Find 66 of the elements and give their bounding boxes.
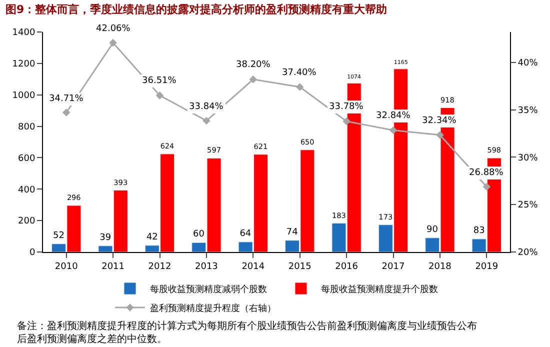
chart-title: 图9：整体而言，季度业绩信息的披露对提高分析师的盈利预测精度有重大帮助 — [6, 2, 388, 16]
data-label: 83 — [473, 226, 485, 236]
data-label: 26.88% — [469, 168, 504, 178]
data-label: 39 — [100, 232, 112, 243]
point — [202, 116, 210, 125]
text: 备注：盈利预测精度提升程度的计算方式为每期所有个股业绩预告公告前盈利预测偏离度与业绩预告公布后盈利预测偏离度之差的中位数。 — [17, 320, 477, 345]
legend-label: 盈利预测精度提升程度（右轴） — [150, 303, 276, 314]
y-tick-label: 200 — [18, 216, 36, 227]
data-label: 624 — [160, 142, 175, 151]
x-tick-label: 2013 — [194, 262, 218, 272]
legend-label: 每股收益预测精度减弱个股数 — [150, 284, 267, 296]
data-label: 42.06% — [96, 24, 131, 34]
data-label: 90 — [426, 224, 438, 235]
y-tick-label: 800 — [18, 122, 36, 132]
y2-tick-label: 20% — [518, 248, 538, 258]
data-label: 36.51% — [142, 76, 177, 86]
point — [482, 182, 491, 191]
x-tick-label: 2019 — [475, 262, 498, 272]
data-label: 32.34% — [422, 116, 457, 126]
data-label: 33.84% — [189, 102, 224, 112]
data-label: 42 — [146, 232, 158, 242]
x-tick-label: 2016 — [335, 262, 358, 272]
data-label: 60 — [193, 230, 205, 240]
data-label: 52 — [53, 230, 64, 241]
legend-label: 每股收益预测精度提升个股数 — [321, 284, 438, 296]
data-label: 37.40% — [282, 68, 317, 78]
y-tick-label: 0 — [29, 248, 36, 258]
data-label: 38.20% — [236, 60, 271, 70]
x-tick-label: 2018 — [428, 262, 452, 272]
data-label: 34.71% — [49, 94, 84, 104]
point — [389, 126, 398, 134]
y2-tick-label: 40% — [518, 58, 538, 68]
data-label: 597 — [207, 146, 222, 155]
point — [249, 76, 258, 84]
data-label: 598 — [487, 146, 502, 155]
x-tick-label: 2014 — [242, 262, 265, 272]
point — [296, 83, 304, 91]
y2-tick-label: 35% — [518, 106, 538, 116]
y-tick-label: 1400 — [12, 28, 36, 38]
y2-tick-label: 30% — [518, 153, 538, 164]
x-tick-label: 2012 — [148, 262, 172, 272]
point — [342, 117, 350, 126]
data-label: 621 — [254, 142, 268, 151]
data-label: 650 — [300, 137, 315, 146]
data-label: 74 — [286, 227, 298, 238]
point — [62, 108, 70, 116]
x-tick-label: 2011 — [102, 262, 125, 272]
y-tick-label: 600 — [18, 154, 36, 164]
data-label: 32.84% — [376, 111, 411, 121]
x-tick-label: 2017 — [382, 262, 405, 272]
point — [109, 38, 117, 47]
y-tick-label: 400 — [18, 185, 36, 196]
point — [156, 92, 164, 100]
data-label: 918 — [440, 95, 455, 104]
x-tick-label: 2015 — [288, 262, 312, 272]
point — [436, 131, 444, 139]
data-label: 33.78% — [329, 102, 364, 112]
data-label: 173 — [378, 212, 393, 222]
y-tick-label: 1200 — [12, 60, 36, 70]
data-label: 183 — [332, 210, 346, 220]
data-label: 393 — [114, 178, 128, 187]
data-label: 296 — [66, 193, 82, 202]
y2-tick-label: 25% — [518, 200, 538, 211]
x-tick-label: 2010 — [54, 262, 78, 272]
data-label: 64 — [240, 228, 252, 239]
y-tick-label: 1000 — [12, 91, 36, 102]
